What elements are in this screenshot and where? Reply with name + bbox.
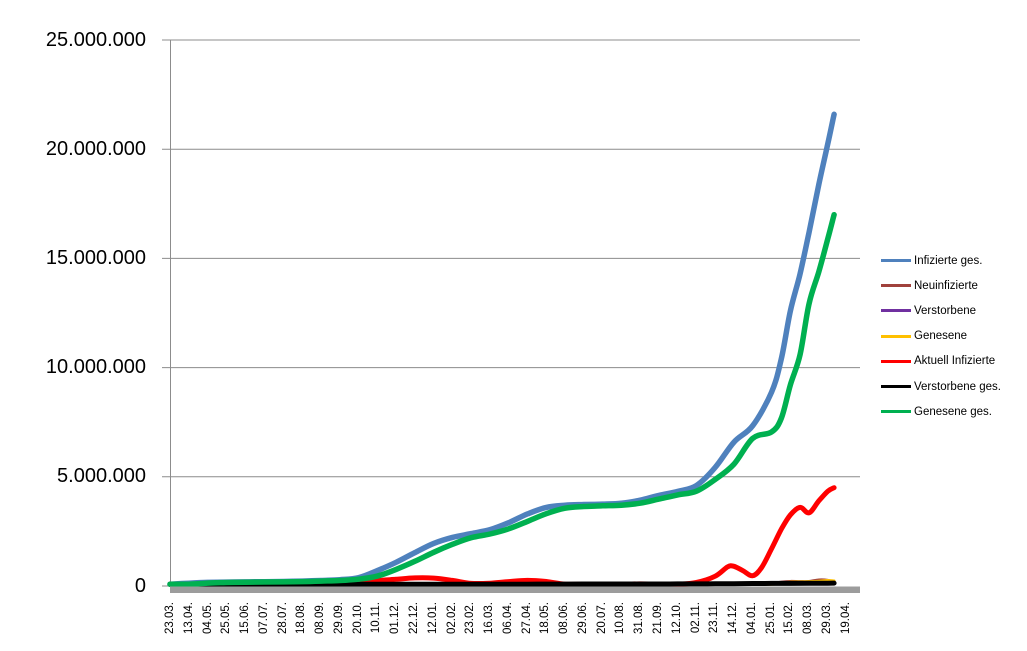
x-tick-label: 19.04. xyxy=(839,602,852,634)
legend-label: Aktuell Infizierte xyxy=(914,355,996,368)
x-tick-label: 02.02. xyxy=(445,602,458,634)
x-tick-label: 07.07. xyxy=(257,602,270,634)
legend-label: Genesene ges. xyxy=(914,405,993,418)
x-tick-label: 29.06. xyxy=(576,602,589,634)
x-tick-label: 16.03. xyxy=(483,602,496,634)
x-tick-label: 04.01. xyxy=(745,602,758,634)
x-tick-label: 10.11. xyxy=(370,602,383,634)
x-tick-label: 29.09. xyxy=(332,602,345,634)
series-line-genesene-ges xyxy=(167,211,837,588)
legend-line-swatch xyxy=(881,359,911,363)
y-axis-label: 20.000.000 xyxy=(45,137,146,160)
series-line-infizierte-ges xyxy=(167,111,837,587)
legend-label: Genesene xyxy=(914,330,968,343)
y-axis-label: 5.000.000 xyxy=(57,465,146,488)
legend-label: Neuinfizierte xyxy=(914,279,978,292)
x-tick-label: 08.06. xyxy=(558,602,571,634)
x-tick-label: 23.02. xyxy=(464,602,477,634)
x-tick-label: 29.03. xyxy=(820,602,833,634)
x-tick-label: 27.04. xyxy=(520,602,533,634)
x-tick-label: 23.11. xyxy=(708,602,721,634)
x-tick-label: 08.03. xyxy=(802,602,815,634)
chart-legend: Infizierte ges. Neuinfizierte Verstorben… xyxy=(881,248,1001,424)
legend-item-neuinfizierte[interactable]: Neuinfizierte xyxy=(881,273,1001,298)
x-tick-label: 20.07. xyxy=(595,602,608,634)
x-tick-label: 15.06. xyxy=(239,602,252,634)
legend-item-verstorbene-ges[interactable]: Verstorbene ges. xyxy=(881,374,1001,399)
x-tick-label: 01.12. xyxy=(389,602,402,634)
x-tick-label: 15.02. xyxy=(783,602,796,634)
y-axis-label: 0 xyxy=(134,574,146,597)
x-tick-label: 04.05. xyxy=(201,602,214,634)
x-tick-label: 28.07. xyxy=(276,602,289,634)
x-tick-label: 06.04. xyxy=(501,602,514,634)
x-tick-label: 12.01. xyxy=(426,602,439,634)
y-axis-label: 15.000.000 xyxy=(45,246,146,269)
legend-line-swatch xyxy=(881,284,911,288)
x-tick-label: 08.09. xyxy=(314,602,327,634)
legend-item-aktuell-infizierte[interactable]: Aktuell Infizierte xyxy=(881,349,1001,374)
legend-label: Infizierte ges. xyxy=(914,254,983,267)
x-tick-label: 20.10. xyxy=(351,602,364,634)
x-tick-label: 23.03. xyxy=(164,602,176,634)
legend-label: Verstorbene ges. xyxy=(914,380,1001,393)
x-tick-label: 10.08. xyxy=(614,602,627,634)
legend-item-infizierte-ges[interactable]: Infizierte ges. xyxy=(881,248,1001,273)
x-tick-label: 18.05. xyxy=(539,602,552,634)
legend-line-swatch xyxy=(881,259,911,263)
x-tick-label: 31.08. xyxy=(633,602,646,634)
x-tick-label: 12.10. xyxy=(670,602,683,634)
legend-line-swatch xyxy=(881,385,911,389)
legend-item-genesene-ges[interactable]: Genesene ges. xyxy=(881,399,1001,424)
x-tick-label: 25.01. xyxy=(764,602,777,634)
y-axis-label: 25.000.000 xyxy=(45,28,146,51)
x-tick-label: 25.05. xyxy=(220,602,233,634)
legend-label: Verstorbene xyxy=(914,304,977,317)
x-tick-label: 21.09. xyxy=(652,602,664,634)
legend-line-swatch xyxy=(881,334,911,338)
x-tick-label: 22.12. xyxy=(408,602,420,634)
legend-item-verstorbene[interactable]: Verstorbene xyxy=(881,298,1001,323)
x-tick-label: 02.11. xyxy=(689,602,702,634)
y-axis-label: 10.000.000 xyxy=(45,356,146,379)
x-tick-label: 14.12. xyxy=(727,602,740,634)
series-line-aktuell-infizierte xyxy=(167,485,837,587)
x-axis-band xyxy=(170,586,860,593)
x-tick-label: 18.08. xyxy=(295,602,308,634)
legend-line-swatch xyxy=(881,410,911,414)
legend-line-swatch xyxy=(881,309,911,313)
legend-item-genesene[interactable]: Genesene xyxy=(881,324,1001,349)
x-tick-label: 13.04. xyxy=(182,602,195,634)
